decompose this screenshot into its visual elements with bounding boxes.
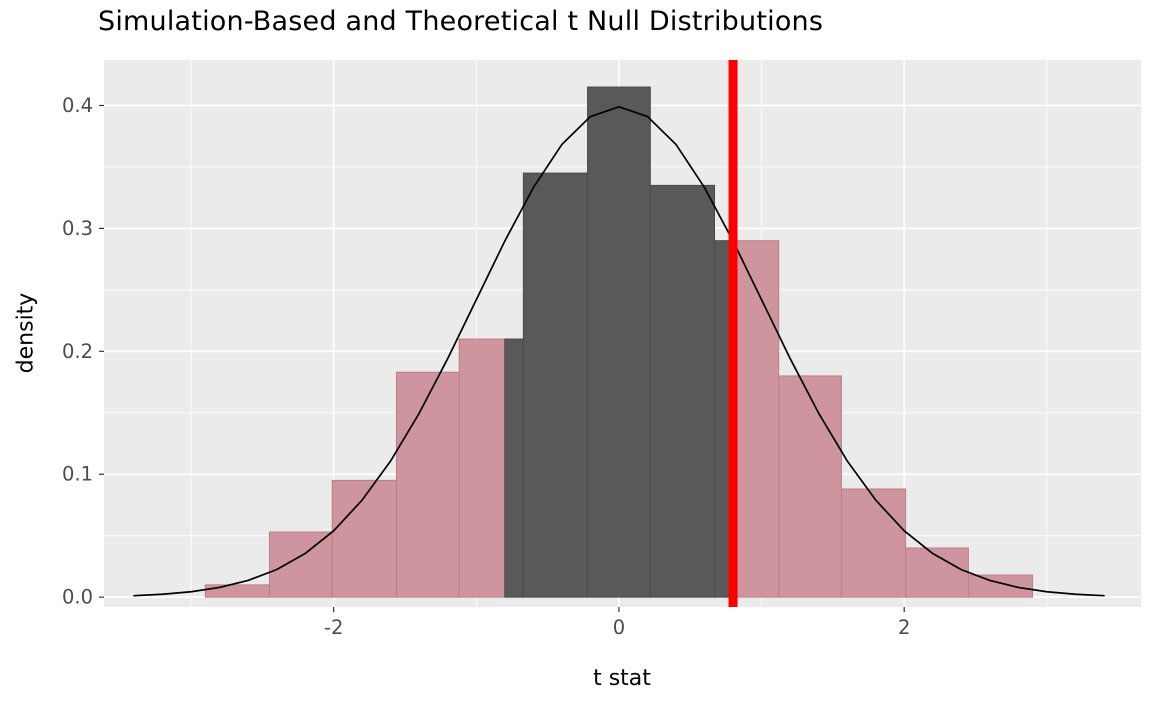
shaded-histogram-bar <box>395 371 460 598</box>
histogram-bar <box>504 338 524 598</box>
histogram-bar <box>522 172 589 598</box>
theoretical-curve <box>133 105 1105 597</box>
shaded-histogram-bar <box>458 338 506 598</box>
x-axis-title: t stat <box>593 666 651 691</box>
y-tick-label: 0.4 <box>62 94 93 117</box>
shaded-histogram-bar <box>967 574 1034 598</box>
histogram-bar <box>649 184 716 598</box>
x-tick-label: 2 <box>898 616 910 639</box>
x-tick-label: -2 <box>324 616 343 639</box>
shaded-histogram-bar <box>331 479 397 598</box>
y-tick-label: 0.1 <box>62 463 93 486</box>
histogram-bar <box>587 86 651 598</box>
x-tick-label: 0 <box>613 616 625 639</box>
shaded-histogram-bar <box>840 488 907 598</box>
shaded-histogram-bar <box>778 375 842 598</box>
y-tick-label: 0.0 <box>62 586 93 609</box>
shaded-histogram-bar <box>268 531 333 598</box>
chart-title: Simulation-Based and Theoretical t Null … <box>98 6 824 37</box>
y-tick-label: 0.3 <box>62 217 93 240</box>
y-tick-label: 0.2 <box>62 340 93 363</box>
shaded-histogram-bar <box>204 584 270 598</box>
shaded-histogram-bar <box>732 240 780 598</box>
observed-stat-line <box>728 60 738 607</box>
